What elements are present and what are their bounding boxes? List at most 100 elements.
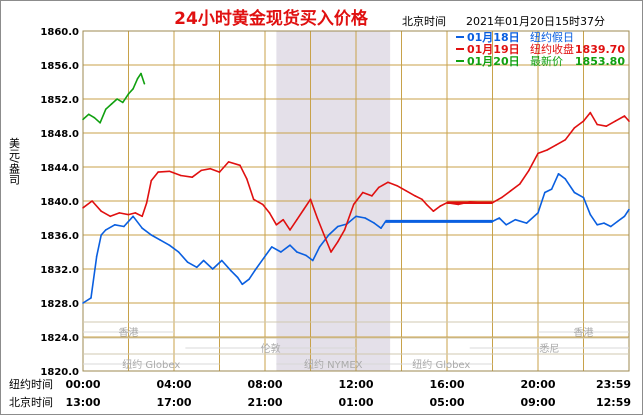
data-point [104,108,107,110]
data-point [87,113,90,116]
data-point [95,255,98,258]
y-tick-label: 1856.0 [40,61,79,72]
data-point [564,178,567,180]
data-point [603,222,605,224]
data-point [362,191,364,194]
data-point [127,93,130,95]
data-point [93,116,96,119]
y-tick-label: 1840.0 [40,197,79,208]
data-point [311,259,314,262]
y-tick-label: 1844.0 [40,163,79,174]
y-tick-label: 1852.0 [40,95,79,106]
data-point [316,217,319,219]
y-tick-label: 1860.0 [40,27,79,38]
data-point [616,220,619,223]
market-label: 香港 [119,327,139,339]
data-point [432,210,435,212]
data-point [252,198,255,201]
data-point [377,186,380,189]
data-point [104,229,107,231]
data-point [330,251,332,253]
market-label: 纽约 Globex [122,358,180,371]
data-point [302,208,305,211]
y-tick-label: 1820.0 [40,367,79,378]
data-point [439,205,441,207]
data-point [555,144,557,146]
data-point [509,190,512,192]
series-jan20-line [82,72,146,124]
data-point [123,225,125,228]
data-point [141,227,143,229]
legend-jan20-value: 1853.80 [575,55,625,68]
data-point [582,120,585,122]
data-point [145,201,148,204]
data-point [209,167,212,170]
data-point [546,149,548,151]
data-point [564,139,567,141]
data-point [114,224,116,226]
data-point [371,195,373,197]
market-label: 伦敦 [261,342,281,355]
data-point [118,212,121,214]
market-label: 悉尼 [539,343,559,355]
chart-title: 24小时黄金现货买入价格 [174,8,369,29]
x-axis-ny-tick: 00:00 [65,378,100,391]
data-point [200,169,203,172]
data-point [241,283,244,286]
data-point [264,255,266,258]
data-point [132,215,134,218]
x-axis-beijing-tick: 01:00 [338,396,373,409]
data-point [280,251,282,253]
legend-jan18-text: 纽约假日 [530,30,574,44]
data-point [421,198,423,201]
data-point [122,101,124,104]
data-point [289,229,291,231]
data-point [589,213,592,216]
x-axis-ny-tick: 20:00 [520,378,555,391]
x-axis-beijing-tick: 12:59 [596,396,631,409]
data-point [230,269,232,272]
data-point [168,244,171,246]
data-point [100,210,102,212]
market-label: 纽约 Globex [412,358,470,371]
data-point [248,278,250,281]
data-point [505,224,507,226]
data-point [550,188,553,190]
y-tick-label: 1832.0 [40,265,79,276]
data-point [82,302,84,304]
data-point [296,218,298,221]
data-point [143,82,146,85]
data-point [500,196,503,199]
data-point [109,215,112,218]
y-tick-label: 1836.0 [40,231,79,242]
data-point [544,191,546,194]
data-point [309,198,312,201]
legend-jan19-text: 纽约收盘 [530,42,574,56]
data-point [227,161,230,163]
data-point [136,77,139,80]
data-point [596,123,598,126]
x-axis-beijing-tick: 21:00 [247,396,282,409]
data-point [337,241,339,243]
data-point [91,200,93,202]
x-axis-ny-tick: 12:00 [338,378,373,391]
data-point [525,222,528,224]
y-tick-label: 1848.0 [40,129,79,140]
data-point [157,171,159,173]
market-label: 香港 [574,327,594,339]
data-point [628,120,630,122]
data-point [168,170,171,173]
y-tick-label: 1824.0 [40,333,79,344]
data-point [414,195,416,197]
data-point [573,127,576,129]
data-point [150,234,153,236]
data-point [573,191,576,194]
data-point [195,266,198,269]
x-axis-beijing-tick: 17:00 [156,396,191,409]
data-point [364,217,366,219]
data-point [282,218,285,221]
data-point [140,72,142,75]
x-axis-ny-tick: 08:00 [247,378,282,391]
data-point [180,174,182,177]
